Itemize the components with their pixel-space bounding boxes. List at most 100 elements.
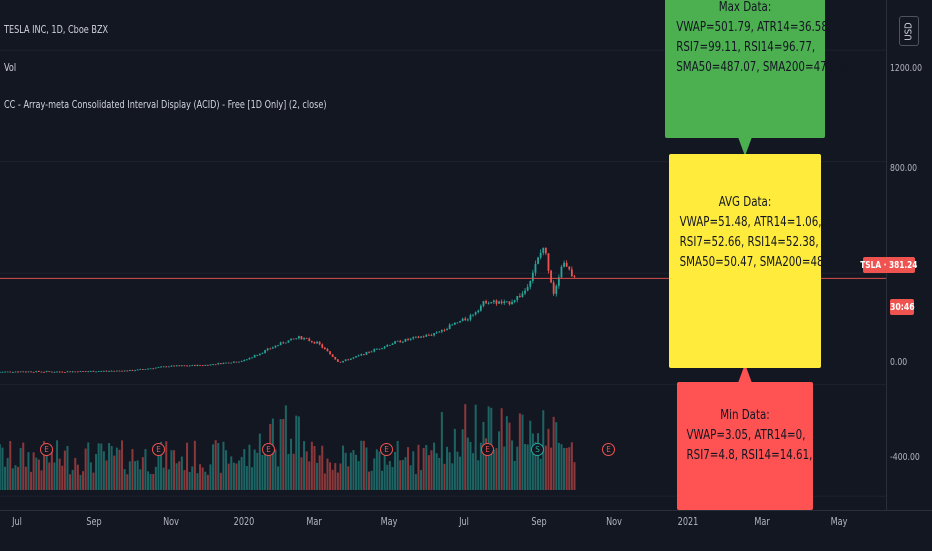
candle-body [24, 371, 27, 373]
candle-body [539, 252, 542, 258]
candle-body [269, 348, 272, 350]
volume-bar [232, 462, 235, 490]
volume-bar [264, 444, 267, 490]
candle-body [170, 365, 173, 367]
price-candles [0, 247, 576, 373]
candle-body [121, 370, 123, 372]
candle-body [365, 351, 368, 355]
volume-bar [420, 470, 423, 490]
candle-body [89, 371, 92, 372]
candle-body [570, 269, 573, 277]
candle-body [485, 301, 487, 304]
candle-body [69, 371, 71, 373]
candle-body [388, 344, 391, 346]
candle-body [339, 361, 342, 363]
volume-bar [430, 450, 433, 490]
volume-bar [503, 446, 506, 490]
candle-body [378, 348, 381, 350]
candle-body [420, 336, 422, 338]
candle-body [256, 355, 259, 356]
candle-body [152, 368, 155, 370]
volume-bar [11, 468, 14, 490]
volume-bar [347, 466, 350, 490]
candle-body [308, 338, 311, 341]
volume-bar [186, 442, 189, 490]
indicator-legend[interactable]: CC - Array-meta Consolidated Interval Di… [4, 99, 327, 111]
volume-legend[interactable]: Vol [4, 62, 17, 74]
candle-body [373, 349, 376, 352]
volume-bar [261, 454, 264, 490]
volume-bar [383, 455, 386, 490]
volume-bar [48, 462, 51, 490]
volume-bar [180, 456, 183, 490]
candle-body [79, 371, 82, 372]
candle-body [334, 356, 337, 360]
volume-bar [248, 444, 251, 490]
candle-body [568, 266, 571, 270]
volume-bar [295, 415, 298, 490]
candle-body [212, 364, 214, 366]
volume-bar [472, 453, 475, 490]
candle-body [271, 347, 274, 349]
volume-bar [492, 449, 495, 490]
symbol-legend[interactable]: TESLA INC, 1D, Cboe BZX [4, 24, 109, 36]
time-tick: 2020 [233, 516, 255, 528]
price-tick: -400.00 [890, 452, 920, 463]
candle-body [50, 371, 53, 373]
volume-bar [479, 442, 482, 490]
time-tick: May [380, 516, 398, 528]
candle-body [157, 367, 160, 368]
candle-body [474, 312, 477, 315]
volume-bar [323, 473, 326, 490]
volume-bar [339, 463, 342, 490]
earnings-marker[interactable]: E [380, 443, 393, 456]
candle-body [175, 365, 178, 367]
candle-body [30, 371, 32, 373]
candle-body [40, 371, 43, 373]
candle-body [183, 365, 186, 367]
max-box-pointer [738, 137, 752, 156]
earnings-marker[interactable]: E [152, 443, 165, 456]
candle-body [490, 302, 493, 304]
earnings-marker[interactable]: E [481, 443, 494, 456]
volume-bar [287, 453, 290, 490]
earnings-marker[interactable]: E [262, 443, 275, 456]
volume-bar [102, 451, 105, 490]
volume-bar [451, 463, 454, 490]
currency-button[interactable]: USD [899, 16, 919, 46]
candle-body [110, 370, 113, 372]
volume-bar [482, 421, 485, 490]
split-marker[interactable]: S [531, 443, 544, 456]
earnings-marker[interactable]: E [602, 443, 615, 456]
candle-body [147, 368, 149, 370]
candle-body [344, 359, 347, 361]
candle-body [206, 364, 209, 366]
candle-body [53, 372, 56, 373]
time-tick: Sep [531, 516, 547, 528]
earnings-marker[interactable]: E [40, 443, 53, 456]
price-scale[interactable] [886, 0, 932, 510]
candle-body [300, 336, 303, 340]
candle-body [92, 371, 95, 372]
volume-bar [219, 472, 222, 490]
volume-bar [500, 408, 503, 490]
volume-bar [342, 445, 345, 490]
candle-body [513, 300, 516, 302]
candle-body [323, 347, 326, 350]
min-data-box: Min Data: VWAP=3.05, ATR14=0, RSI7=4.8, … [677, 382, 813, 510]
volume-bar [279, 419, 282, 490]
candle-body [381, 348, 383, 349]
volume-bar [547, 428, 550, 490]
volume-bar [22, 442, 25, 490]
volume-bar [495, 448, 498, 490]
volume-bar [521, 414, 524, 490]
volume-bar [17, 466, 20, 490]
candle-body [391, 343, 394, 345]
volume-bar [199, 464, 202, 490]
time-axis[interactable] [0, 510, 932, 551]
min-box-pointer [738, 364, 752, 383]
volume-bar [352, 450, 355, 490]
countdown-badge: 30:46 [890, 299, 914, 315]
volume-bar [326, 458, 329, 490]
